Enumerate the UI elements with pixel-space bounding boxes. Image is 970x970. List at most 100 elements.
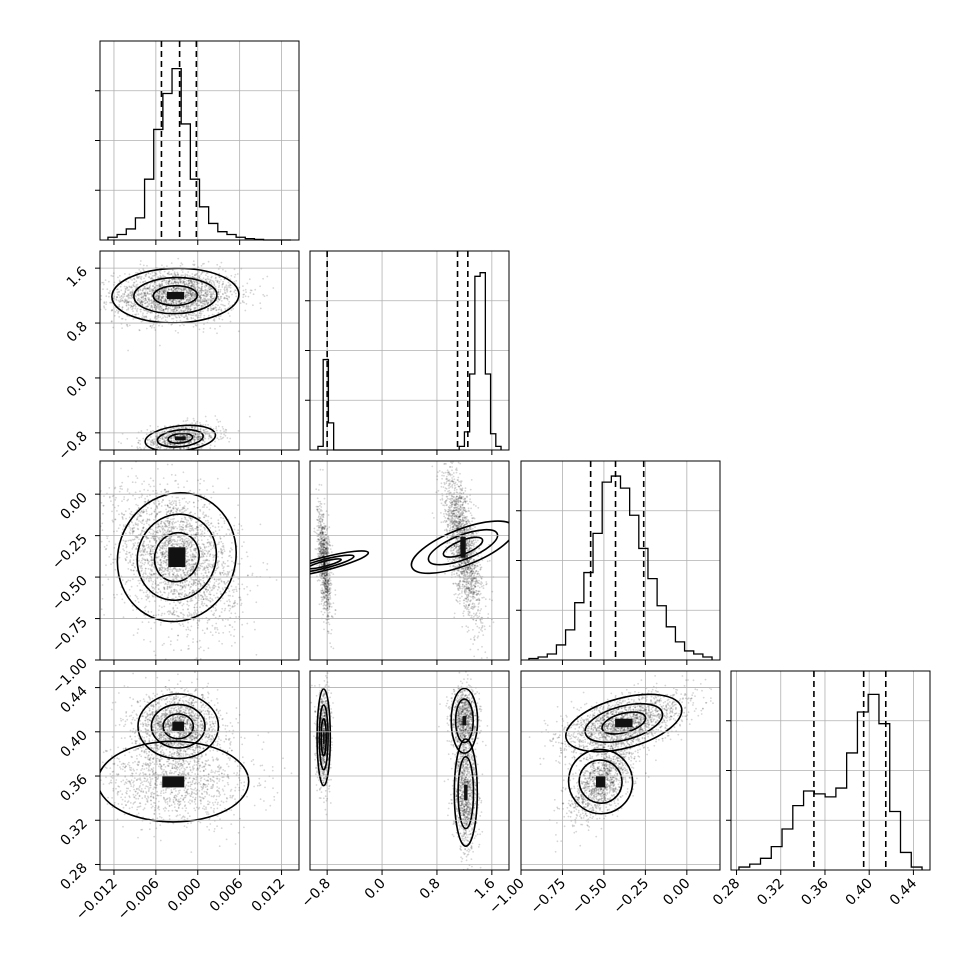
sample-point	[161, 292, 164, 295]
sample-point	[187, 280, 190, 283]
sample-point	[184, 568, 187, 571]
sample-point	[186, 542, 189, 544]
sample-point	[238, 286, 241, 289]
sample-point	[102, 288, 104, 290]
sample-point	[146, 287, 148, 290]
sample-point	[154, 556, 157, 558]
sample-point	[156, 284, 159, 287]
sample-point	[206, 489, 209, 491]
sample-point	[184, 315, 187, 317]
sample-point	[169, 437, 172, 440]
sample-point	[173, 443, 176, 446]
sample-point	[201, 442, 203, 445]
sample-point	[201, 565, 204, 568]
sample-point	[148, 600, 151, 603]
sample-point	[242, 285, 244, 287]
sample-point	[168, 586, 171, 589]
sample-point	[140, 532, 142, 535]
sample-point	[167, 592, 170, 594]
sample-point	[179, 430, 181, 433]
sample-point	[220, 438, 222, 440]
sample-point	[139, 293, 142, 296]
sample-point	[184, 518, 187, 521]
sample-point	[180, 314, 182, 317]
sample-point	[187, 594, 190, 596]
sample-point	[178, 299, 181, 302]
sample-point	[192, 581, 195, 584]
sample-point	[182, 613, 185, 616]
sample-point	[183, 324, 185, 327]
sample-point	[195, 444, 198, 447]
sample-point	[213, 584, 216, 587]
sample-point	[182, 541, 185, 543]
sample-point	[209, 580, 211, 583]
sample-point	[211, 291, 213, 293]
sample-point	[205, 278, 207, 281]
sample-point	[208, 291, 211, 294]
sample-point	[210, 548, 212, 551]
sample-point	[201, 304, 204, 307]
sample-point	[162, 521, 165, 524]
sample-point	[159, 582, 161, 584]
sample-point	[206, 566, 209, 569]
sample-point	[186, 299, 189, 301]
sample-point	[184, 297, 187, 299]
sample-point	[228, 555, 230, 557]
sample-point	[149, 550, 152, 552]
sample-point	[147, 545, 150, 548]
sample-point	[191, 552, 194, 555]
sample-point	[214, 296, 216, 298]
sample-point	[189, 629, 192, 632]
sample-point	[153, 300, 155, 303]
sample-point	[134, 313, 137, 316]
sample-point	[179, 504, 181, 506]
sample-point	[193, 555, 196, 558]
sample-point	[157, 583, 159, 586]
sample-point	[144, 445, 147, 448]
sample-point	[171, 300, 173, 303]
sample-point	[205, 598, 208, 601]
sample-point	[190, 568, 193, 571]
sample-point	[216, 578, 218, 581]
sample-point	[132, 304, 135, 307]
sample-point	[182, 520, 185, 523]
sample-point	[142, 550, 145, 553]
sample-point	[185, 560, 188, 563]
sample-point	[126, 324, 129, 326]
sample-point	[169, 442, 171, 445]
sample-point	[193, 554, 196, 557]
sample-point	[219, 429, 222, 432]
sample-point	[188, 567, 191, 570]
sample-point	[179, 439, 182, 442]
sample-point	[153, 438, 156, 441]
sample-point	[146, 287, 149, 290]
sample-point	[129, 532, 132, 535]
sample-point	[218, 276, 221, 278]
sample-point	[141, 621, 144, 623]
sample-point	[199, 295, 202, 298]
sample-point	[165, 436, 167, 439]
sample-point	[209, 290, 211, 293]
sample-point	[172, 308, 175, 311]
sample-point	[206, 272, 209, 274]
sample-point	[176, 271, 179, 274]
sample-point	[228, 609, 231, 612]
sample-point	[232, 605, 235, 608]
sample-point	[172, 278, 174, 280]
sample-point	[151, 278, 154, 281]
sample-point	[210, 293, 213, 296]
sample-point	[138, 300, 141, 303]
sample-point	[196, 526, 198, 529]
sample-point	[169, 428, 172, 431]
sample-point	[235, 616, 238, 618]
sample-point	[127, 498, 130, 501]
sample-point	[154, 582, 157, 585]
sample-point	[205, 301, 208, 303]
sample-point	[174, 288, 177, 291]
sample-point	[196, 609, 199, 612]
sample-point	[180, 309, 182, 312]
sample-point	[158, 292, 161, 295]
sample-point	[122, 524, 125, 527]
sample-point	[223, 287, 226, 289]
sample-point	[185, 307, 188, 310]
